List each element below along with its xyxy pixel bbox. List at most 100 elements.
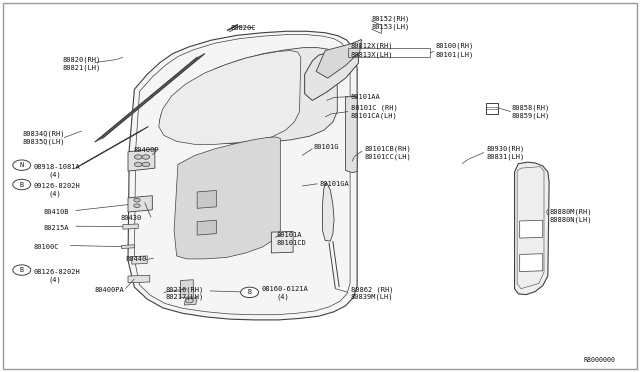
Polygon shape <box>197 190 216 208</box>
Text: 80812X(RH): 80812X(RH) <box>351 43 393 49</box>
Text: 80152(RH): 80152(RH) <box>371 15 410 22</box>
Text: 80215A: 80215A <box>44 225 69 231</box>
Polygon shape <box>189 58 200 64</box>
Polygon shape <box>128 149 155 171</box>
Text: 80440: 80440 <box>125 256 147 262</box>
Polygon shape <box>128 31 357 320</box>
Circle shape <box>134 204 140 208</box>
Polygon shape <box>147 93 157 99</box>
Polygon shape <box>116 119 126 125</box>
Text: 80400P: 80400P <box>133 147 159 153</box>
Polygon shape <box>346 96 357 173</box>
Polygon shape <box>197 220 216 235</box>
Text: 80858(RH): 80858(RH) <box>512 105 550 111</box>
Text: 80839M(LH): 80839M(LH) <box>351 294 393 300</box>
Polygon shape <box>137 102 147 107</box>
Text: R8000000: R8000000 <box>584 357 616 363</box>
Text: 80101CD: 80101CD <box>276 240 306 246</box>
Text: 80410B: 80410B <box>44 209 69 215</box>
Polygon shape <box>168 75 179 81</box>
Text: 80820(RH): 80820(RH) <box>63 56 101 63</box>
Polygon shape <box>316 39 362 78</box>
Polygon shape <box>520 220 543 238</box>
Polygon shape <box>192 56 202 62</box>
Circle shape <box>134 162 142 167</box>
Polygon shape <box>184 62 195 68</box>
Polygon shape <box>97 134 108 140</box>
Text: 80400PA: 80400PA <box>95 287 124 293</box>
Polygon shape <box>195 54 205 60</box>
Polygon shape <box>176 69 186 75</box>
Polygon shape <box>111 123 121 129</box>
Polygon shape <box>157 84 168 90</box>
Text: (4): (4) <box>49 276 61 283</box>
Text: N: N <box>20 162 24 168</box>
Polygon shape <box>126 110 136 116</box>
FancyBboxPatch shape <box>3 3 637 369</box>
Polygon shape <box>142 97 152 103</box>
Polygon shape <box>161 82 171 88</box>
Polygon shape <box>305 45 358 100</box>
Text: B: B <box>248 289 252 295</box>
Text: 80834Q(RH): 80834Q(RH) <box>22 131 65 137</box>
Polygon shape <box>181 64 191 70</box>
Polygon shape <box>118 117 129 122</box>
Text: 80101(LH): 80101(LH) <box>435 51 474 58</box>
Text: 80217(LH): 80217(LH) <box>165 294 204 300</box>
Polygon shape <box>105 128 116 134</box>
Text: 80930(RH): 80930(RH) <box>486 145 525 152</box>
Polygon shape <box>134 103 145 109</box>
Polygon shape <box>179 67 189 73</box>
Text: 80101CC(LH): 80101CC(LH) <box>365 154 412 160</box>
Polygon shape <box>180 280 193 298</box>
Polygon shape <box>102 130 113 135</box>
Text: 80862 (RH): 80862 (RH) <box>351 286 393 293</box>
Text: 80100C: 80100C <box>34 244 60 250</box>
Text: 80820C: 80820C <box>230 25 256 31</box>
Text: 80430: 80430 <box>120 215 141 221</box>
Text: 08126-8202H: 08126-8202H <box>33 269 80 275</box>
Text: 80835Q(LH): 80835Q(LH) <box>22 139 65 145</box>
Text: 80216(RH): 80216(RH) <box>165 286 204 293</box>
Circle shape <box>134 198 140 202</box>
Polygon shape <box>121 115 131 121</box>
Polygon shape <box>122 245 134 248</box>
Text: 08160-6121A: 08160-6121A <box>261 286 308 292</box>
Polygon shape <box>159 48 337 144</box>
Polygon shape <box>108 125 118 131</box>
Polygon shape <box>100 132 110 138</box>
Text: 80813X(LH): 80813X(LH) <box>351 51 393 58</box>
Text: (4): (4) <box>49 171 61 178</box>
Polygon shape <box>166 77 176 83</box>
Polygon shape <box>520 254 543 272</box>
Text: 80101G: 80101G <box>314 144 339 150</box>
Text: 80831(LH): 80831(LH) <box>486 154 525 160</box>
Text: 80821(LH): 80821(LH) <box>63 64 101 71</box>
Circle shape <box>13 179 31 190</box>
Polygon shape <box>152 89 163 94</box>
Polygon shape <box>131 106 142 112</box>
Polygon shape <box>132 256 147 264</box>
Text: 80101CA(LH): 80101CA(LH) <box>351 113 397 119</box>
Polygon shape <box>174 137 280 259</box>
Polygon shape <box>271 231 293 253</box>
Circle shape <box>13 265 31 275</box>
Text: 80880N(LH): 80880N(LH) <box>549 216 591 223</box>
Polygon shape <box>515 162 549 295</box>
Circle shape <box>13 160 31 170</box>
Polygon shape <box>128 275 150 283</box>
Circle shape <box>142 162 150 167</box>
Polygon shape <box>155 86 165 92</box>
Text: 80153(LH): 80153(LH) <box>371 23 410 30</box>
Text: B: B <box>20 267 24 273</box>
Text: 80859(LH): 80859(LH) <box>512 113 550 119</box>
Polygon shape <box>171 73 181 79</box>
Polygon shape <box>95 136 105 142</box>
Polygon shape <box>150 90 160 96</box>
Circle shape <box>241 287 259 298</box>
Polygon shape <box>128 196 152 212</box>
Circle shape <box>134 155 142 159</box>
Text: B: B <box>20 182 24 187</box>
Polygon shape <box>323 182 334 241</box>
Text: 80101GA: 80101GA <box>320 181 349 187</box>
